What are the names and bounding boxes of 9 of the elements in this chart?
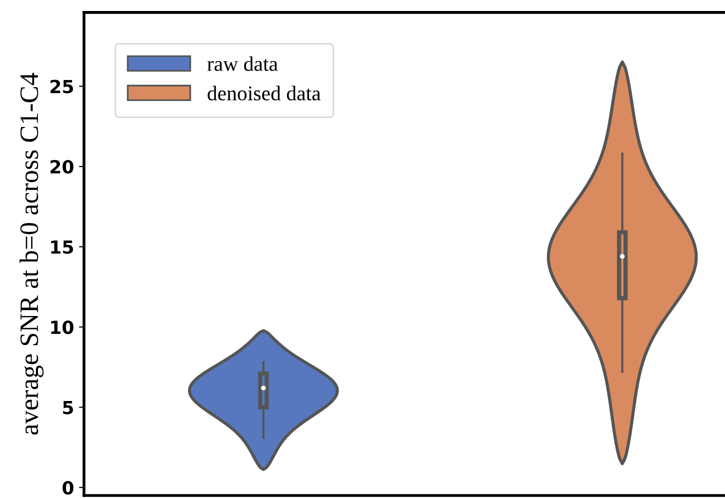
- y-tick-label: 5: [63, 400, 74, 414]
- y-tick-label: 15: [51, 240, 74, 254]
- y-tick-label: 10: [51, 320, 74, 334]
- y-tick-label: 25: [50, 80, 74, 94]
- y-tick-label: 20: [50, 160, 74, 174]
- legend-label: raw data: [207, 56, 278, 71]
- legend-label: denoised data: [208, 86, 321, 100]
- y-axis-title: average SNR at b=0 across C1-C4: [20, 72, 44, 435]
- y-tick-label: 0: [62, 480, 74, 495]
